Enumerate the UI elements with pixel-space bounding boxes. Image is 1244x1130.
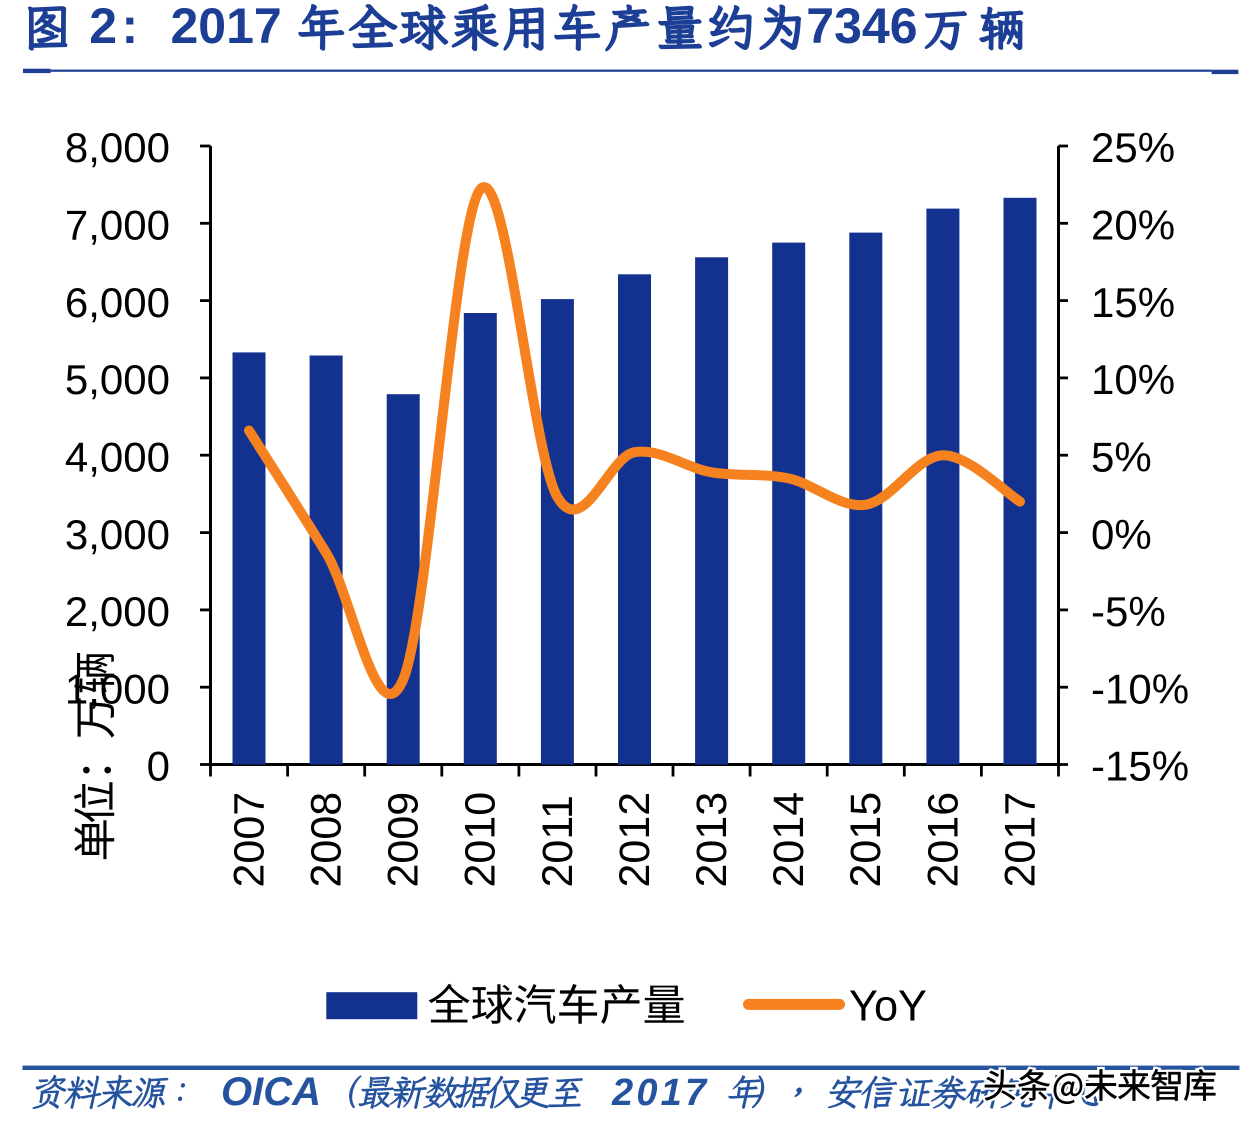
- svg-text:1,000: 1,000: [65, 665, 170, 712]
- svg-text:2017: 2017: [996, 792, 1044, 888]
- svg-text:2012: 2012: [611, 792, 659, 888]
- svg-text:2016: 2016: [919, 792, 967, 888]
- svg-text:2017: 2017: [171, 0, 282, 54]
- svg-text:3,000: 3,000: [65, 511, 170, 558]
- svg-text:2: 2: [89, 0, 117, 54]
- svg-text::: :: [122, 0, 139, 54]
- svg-text:-10%: -10%: [1091, 665, 1189, 712]
- svg-text:20%: 20%: [1091, 202, 1175, 249]
- svg-text:YoY: YoY: [849, 981, 927, 1030]
- svg-text:2008: 2008: [303, 792, 351, 888]
- svg-text:OICA: OICA: [221, 1070, 321, 1114]
- svg-text:5%: 5%: [1091, 434, 1152, 481]
- svg-text:0%: 0%: [1091, 511, 1152, 558]
- svg-text:7346: 7346: [806, 0, 917, 54]
- svg-text:8,000: 8,000: [65, 124, 170, 171]
- svg-text:4,000: 4,000: [65, 434, 170, 481]
- svg-text:15%: 15%: [1091, 279, 1175, 326]
- svg-text:2017: 2017: [611, 1072, 709, 1114]
- svg-text:10%: 10%: [1091, 356, 1175, 403]
- svg-text:-5%: -5%: [1091, 588, 1166, 635]
- svg-text:2009: 2009: [380, 792, 428, 888]
- svg-text:25%: 25%: [1091, 124, 1175, 171]
- svg-text:2014: 2014: [765, 792, 813, 888]
- svg-text:2011: 2011: [534, 795, 582, 887]
- svg-text:2,000: 2,000: [65, 588, 170, 635]
- svg-text:6,000: 6,000: [65, 279, 170, 326]
- svg-text:2010: 2010: [457, 792, 505, 888]
- svg-text:2007: 2007: [225, 792, 273, 888]
- svg-text:0: 0: [147, 743, 170, 790]
- svg-text:5,000: 5,000: [65, 356, 170, 403]
- svg-text:2013: 2013: [688, 792, 736, 888]
- svg-text:-15%: -15%: [1091, 743, 1189, 790]
- svg-text:7,000: 7,000: [65, 202, 170, 249]
- svg-text:2015: 2015: [842, 792, 890, 888]
